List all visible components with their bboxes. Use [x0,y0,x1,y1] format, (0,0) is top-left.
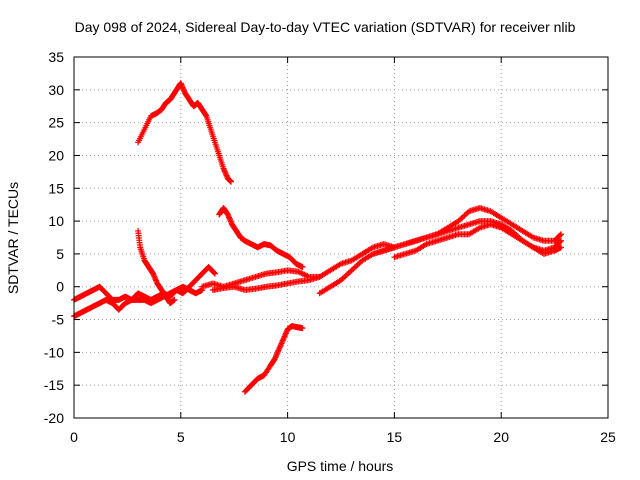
x-tick-label: 20 [493,429,509,445]
data-point [557,232,564,239]
y-tick-label: 0 [56,279,64,295]
y-axis-label: SDTVAR / TECUs [5,182,21,294]
y-tick-label: 35 [48,49,64,65]
plot-frame [73,56,609,419]
axis-ticks: 0 5 10 15 20 25 -20 -15 -10 -5 0 5 10 15 20 25 30 35 [44,49,616,445]
grid [74,57,608,418]
y-tick-label: 15 [48,180,64,196]
data-point [211,270,218,277]
series-arc-descending [135,227,178,307]
series-arc-peak-30 [135,80,234,185]
data-point [316,273,323,280]
y-tick-label: -15 [44,377,64,393]
series-arc-negative [241,323,306,395]
x-tick-label: 25 [600,429,616,445]
data-point [557,238,564,245]
series-arc-late-c [391,221,565,261]
x-axis-label: GPS time / hours [287,458,394,474]
data-series-group [71,80,565,395]
series-arc-late-a [316,204,565,297]
series-arc-from-12 [216,204,306,271]
data-point [227,178,234,185]
data-point [299,264,306,271]
data-point [558,237,565,244]
x-tick-label: 5 [177,429,185,445]
chart-title: Day 098 of 2024, Sidereal Day-to-day VTE… [75,19,576,35]
x-tick-label: 15 [387,429,403,445]
y-tick-label: -5 [52,312,65,328]
y-tick-label: 25 [48,115,64,131]
series-arc-mid-b [209,273,323,294]
x-tick-label: 0 [70,429,78,445]
data-point [211,269,218,276]
y-tick-label: 30 [48,82,64,98]
data-point [558,244,565,251]
data-point [299,325,306,332]
series-arc-low-b [71,283,206,320]
y-tick-label: -10 [44,344,64,360]
data-point [558,231,565,238]
y-tick-label: -20 [44,410,64,426]
y-tick-label: 5 [56,246,64,262]
data-point [171,296,178,303]
y-tick-label: 10 [48,213,64,229]
x-tick-label: 10 [280,429,296,445]
data-point [202,112,209,119]
y-tick-label: 20 [48,147,64,163]
